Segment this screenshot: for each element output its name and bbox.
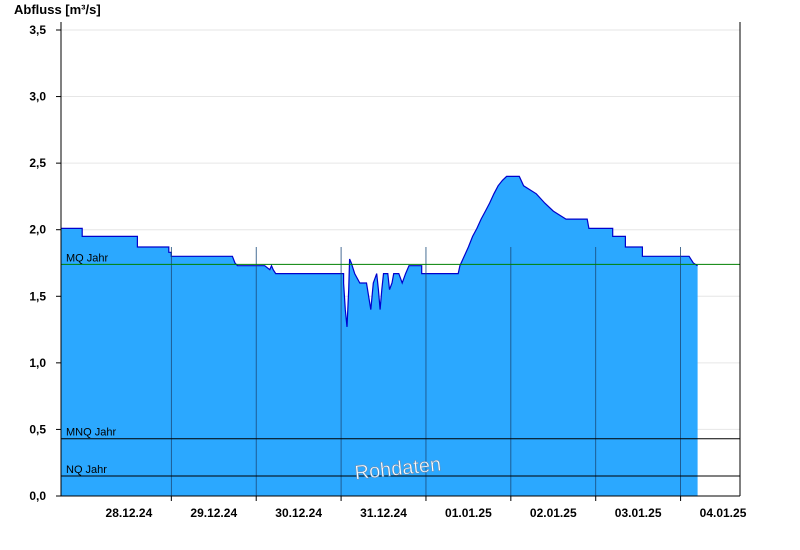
vertical-day-lines: [170, 247, 681, 496]
ref-label-1: MNQ Jahr: [66, 427, 116, 439]
discharge-area: [61, 176, 698, 496]
y-axis-label: Abfluss [m³/s]: [14, 2, 101, 17]
axes: [60, 22, 741, 501]
reference-lines: MQ Jahr MNQ Jahr NQ Jahr: [61, 252, 740, 477]
x-tick-label-3: 31.12.24: [360, 506, 407, 520]
discharge-line: [61, 175, 698, 327]
x-tick-labels: 28.12.24 29.12.24 30.12.24 31.12.24 01.01.25…: [106, 506, 747, 520]
y-tick-label-0: 0,0: [29, 489, 46, 503]
y-tick-labels: 0,0 0,5 1,0 1,5 2,0 2,5 3,0 3,5: [29, 23, 61, 503]
ref-label-2: NQ Jahr: [66, 464, 107, 476]
y-tick-label-3: 1,5: [29, 289, 46, 303]
x-tick-label-7: 04.01.25: [700, 506, 747, 520]
y-tick-label-4: 2,0: [29, 223, 46, 237]
x-tick-label-2: 30.12.24: [275, 506, 322, 520]
y-tick-label-7: 3,5: [29, 23, 46, 37]
x-tick-label-6: 03.01.25: [615, 506, 662, 520]
y-tick-label-2: 1,0: [29, 356, 46, 370]
x-tick-label-4: 01.01.25: [445, 506, 492, 520]
x-tick-label-0: 28.12.24: [106, 506, 153, 520]
ref-label-0: MQ Jahr: [66, 252, 109, 264]
x-tick-label-1: 29.12.24: [190, 506, 237, 520]
y-tick-label-1: 0,5: [29, 422, 46, 436]
y-tick-label-5: 2,5: [29, 156, 46, 170]
y-tick-label-6: 3,0: [29, 90, 46, 104]
x-tick-label-5: 02.01.25: [530, 506, 577, 520]
